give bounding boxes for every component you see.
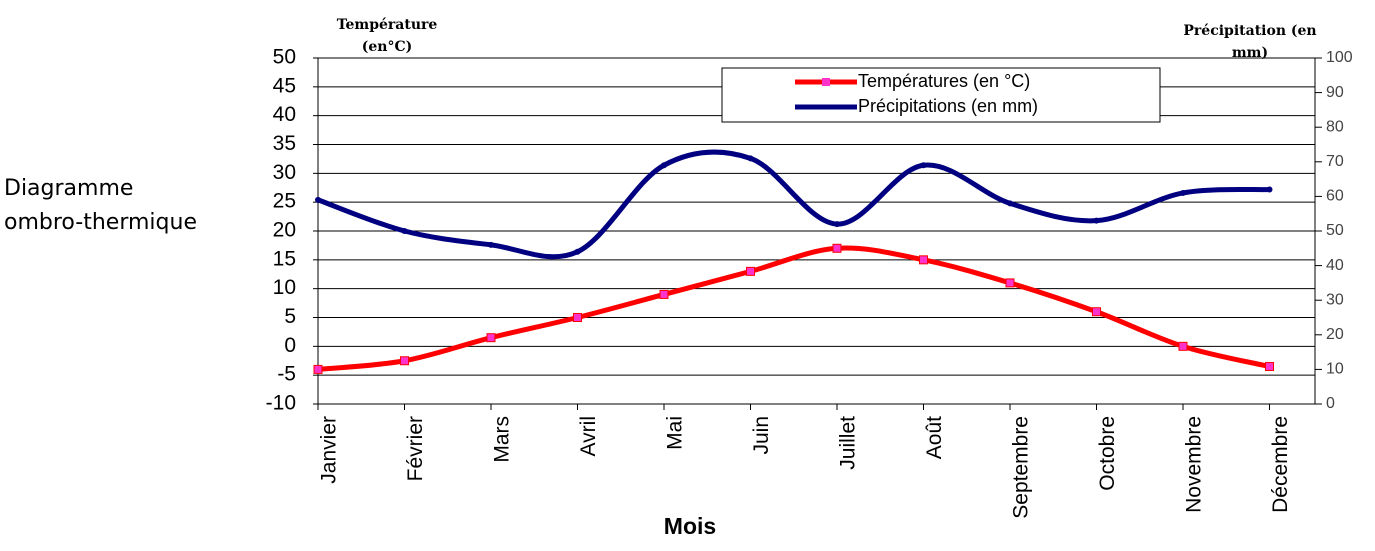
y2-tick-label: 90 bbox=[1326, 84, 1344, 101]
y2-tick-label: 40 bbox=[1326, 257, 1344, 274]
x-tick-label: Septembre bbox=[1010, 416, 1033, 519]
y-axis-title: Température (en°C) bbox=[336, 17, 438, 55]
marker bbox=[313, 364, 323, 374]
marker bbox=[659, 289, 669, 299]
marker bbox=[486, 333, 496, 343]
marker bbox=[401, 228, 408, 234]
y-tick-label: 10 bbox=[273, 276, 296, 299]
x-axis-title: Mois bbox=[664, 513, 716, 539]
x-tick-label: Décembre bbox=[1269, 416, 1292, 513]
y-tick-label: -10 bbox=[266, 392, 296, 415]
marker bbox=[488, 241, 494, 248]
marker bbox=[1178, 341, 1188, 351]
marker bbox=[1007, 200, 1013, 207]
marker bbox=[747, 155, 754, 162]
legend-label: Températures (en °C) bbox=[858, 71, 1030, 91]
line-series bbox=[317, 149, 1270, 260]
y-tick-label: 45 bbox=[273, 74, 296, 97]
y2-axis-title: Précipitation (en mm) bbox=[1183, 23, 1317, 61]
marker bbox=[832, 243, 842, 253]
x-tick-label: Juin bbox=[750, 416, 773, 455]
marker bbox=[574, 248, 581, 255]
line-series bbox=[317, 245, 1271, 372]
marker bbox=[1092, 307, 1101, 317]
marker bbox=[746, 266, 755, 276]
marker bbox=[1093, 217, 1100, 224]
y-tick-label: 15 bbox=[273, 247, 296, 270]
y-tick-label: 25 bbox=[273, 190, 296, 213]
y2-tick-label: 30 bbox=[1326, 291, 1344, 308]
marker bbox=[1266, 186, 1273, 193]
legend-box bbox=[721, 67, 1161, 123]
x-tick-label: Mars bbox=[491, 416, 514, 463]
x-tick-label: Août bbox=[923, 416, 946, 459]
y-tick-label: 40 bbox=[273, 103, 296, 126]
marker bbox=[920, 162, 927, 169]
y2-tick-label: 20 bbox=[1326, 326, 1344, 343]
y-tick-label: 30 bbox=[273, 161, 296, 184]
y2-tick-label: 60 bbox=[1326, 188, 1344, 205]
y2-tick-label: 10 bbox=[1326, 361, 1344, 378]
x-tick-label: Octobre bbox=[1096, 416, 1119, 491]
legend-label: Précipitations (en mm) bbox=[858, 96, 1038, 116]
marker bbox=[400, 356, 409, 366]
y2-tick-label: 100 bbox=[1326, 49, 1353, 66]
y-tick-label: 0 bbox=[284, 334, 296, 357]
marker bbox=[1005, 278, 1015, 288]
y-tick-label: 50 bbox=[273, 46, 296, 69]
x-tick-label: Avril bbox=[577, 416, 600, 456]
marker bbox=[315, 196, 321, 203]
marker bbox=[919, 255, 928, 265]
marker bbox=[834, 221, 840, 228]
legend: Températures (en °C) Précipitations (en m… bbox=[721, 67, 1161, 123]
x-tick-label: Juillet bbox=[837, 416, 860, 470]
marker bbox=[1180, 189, 1186, 196]
y2-tick-label: 0 bbox=[1326, 395, 1335, 412]
y2-tick-label: 70 bbox=[1326, 153, 1344, 170]
y-tick-label: -5 bbox=[277, 363, 296, 386]
y-tick-label: 20 bbox=[273, 219, 296, 242]
y2-tick-label: 50 bbox=[1326, 222, 1344, 239]
x-tick-label: Novembre bbox=[1183, 416, 1206, 513]
marker bbox=[661, 162, 667, 169]
x-tick-label: Mai bbox=[664, 416, 687, 450]
y-tick-label: 35 bbox=[273, 132, 296, 155]
y2-tick-label: 80 bbox=[1326, 118, 1344, 135]
x-tick-label: Février bbox=[404, 416, 427, 481]
legend-marker bbox=[822, 78, 830, 86]
marker bbox=[573, 313, 582, 322]
marker bbox=[1265, 362, 1274, 372]
x-tick-label: Janvier bbox=[318, 416, 341, 484]
chart-title: Diagramme ombro-thermique bbox=[4, 176, 197, 235]
y-tick-label: 5 bbox=[284, 305, 296, 328]
